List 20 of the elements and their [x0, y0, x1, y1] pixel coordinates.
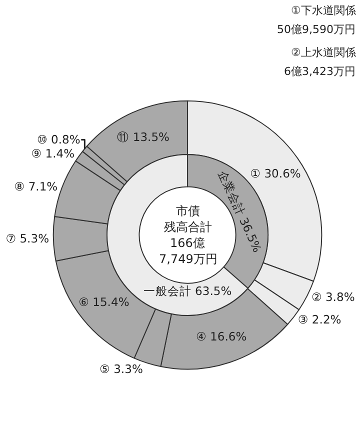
slice-label: ⑦ 5.3% [6, 232, 50, 246]
text: 市債 [176, 204, 200, 218]
slice-label: ④ 16.6% [196, 330, 247, 344]
slice-label: ② 3.8% [311, 290, 355, 304]
text: 7,749万円 [159, 252, 218, 266]
text: ①下水道関係 [291, 4, 356, 17]
slice-label: ⑩ 0.8% [36, 132, 80, 147]
category-label: 一般会計 63.5% [143, 284, 232, 298]
text: 166億 [170, 236, 205, 250]
slice-label: ① 30.6% [250, 166, 301, 180]
text: 6億3,423万円 [284, 65, 356, 78]
slice-label: ⑥ 15.4% [78, 295, 130, 310]
slice-label: ⑨ 1.4% [31, 146, 75, 161]
slice-label: ⑤ 3.3% [100, 362, 143, 376]
slice-label: ⑧ 7.1% [14, 180, 58, 194]
slice-label: ⑪ 13.5% [117, 130, 170, 144]
text: 残高合計 [164, 220, 212, 234]
slice-label: ③ 2.2% [298, 312, 342, 327]
text: 50億9,590万円 [277, 23, 356, 36]
text: ②上水道関係 [291, 46, 356, 59]
